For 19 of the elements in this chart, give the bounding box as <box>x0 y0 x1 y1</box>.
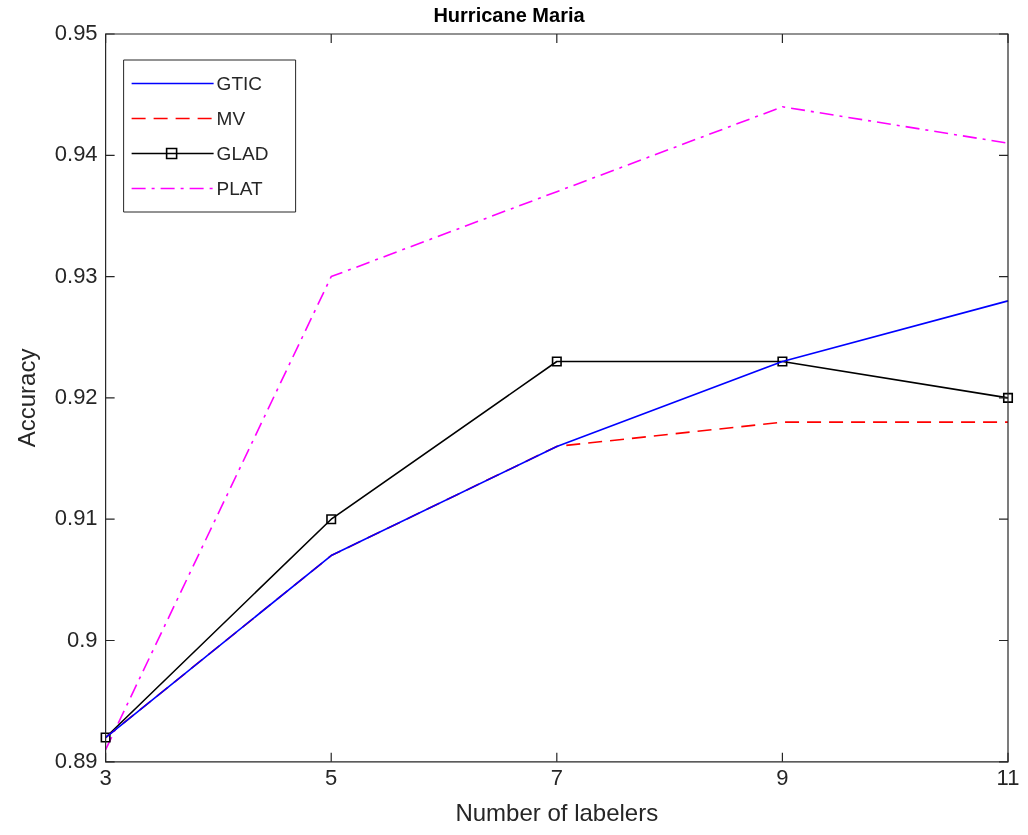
y-tick-label: 0.9 <box>67 626 98 652</box>
chart-title: Hurricane Maria <box>433 3 586 26</box>
legend-label: GTIC <box>216 72 263 94</box>
x-tick-label: 11 <box>996 765 1020 791</box>
x-tick-label: 7 <box>550 765 563 791</box>
y-tick-label: 0.91 <box>54 505 98 531</box>
y-tick-label: 0.89 <box>54 747 98 773</box>
x-tick-label: 5 <box>325 765 338 791</box>
y-axis-title: Accuracy <box>13 348 41 448</box>
x-axis-title: Number of labelers <box>455 799 659 827</box>
legend-label: PLAT <box>216 177 264 199</box>
y-tick-label: 0.92 <box>54 383 98 409</box>
x-tick-label: 9 <box>776 765 789 791</box>
x-tick-label: 3 <box>99 765 112 791</box>
legend-label: MV <box>216 107 246 129</box>
legend-label: GLAD <box>216 142 269 164</box>
y-tick-label: 0.95 <box>54 20 98 46</box>
y-tick-label: 0.94 <box>54 141 98 167</box>
y-tick-label: 0.93 <box>54 262 98 288</box>
